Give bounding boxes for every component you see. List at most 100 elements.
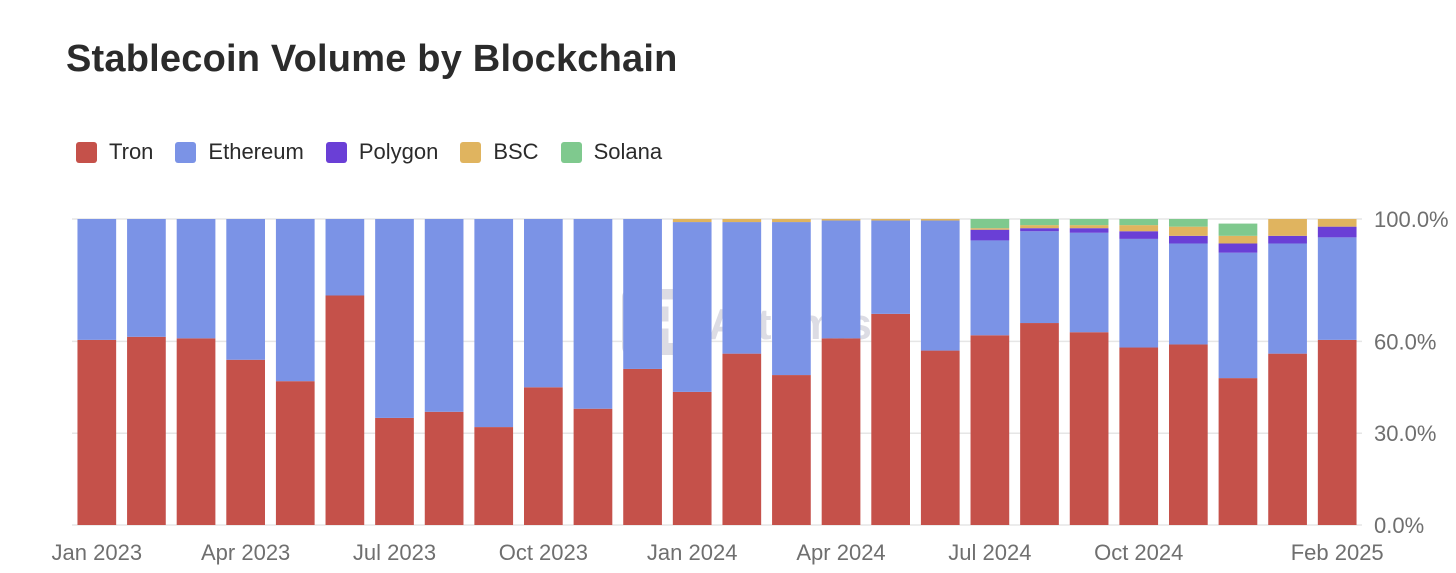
bar-tron-may-2023 [275, 381, 315, 525]
bar-bsc-dec-2024 [1218, 235, 1258, 244]
bar-tron-mar-2023 [176, 338, 216, 525]
legend-swatch-solana [560, 141, 582, 163]
bar-tron-apr-2024 [821, 338, 861, 525]
bar-ethereum-oct-2024 [1119, 238, 1159, 348]
legend-item-tron[interactable]: Tron [76, 139, 153, 165]
bar-ethereum-feb-2023 [127, 219, 166, 337]
bar-polygon-jul-2024 [970, 229, 1010, 241]
bar-tron-feb-2025 [1317, 339, 1357, 525]
bar-bsc-jan-2024 [672, 219, 712, 223]
bar-tron-jun-2023 [325, 295, 365, 525]
bar-ethereum-may-2023 [275, 219, 315, 382]
bar-ethereum-jun-2024 [920, 220, 960, 351]
bar-bsc-aug-2024 [1020, 225, 1059, 229]
bar-tron-aug-2023 [424, 411, 464, 525]
y-tick-label: 0.0% [1374, 513, 1424, 538]
bar-ethereum-sep-2024 [1069, 232, 1109, 333]
bar-bsc-may-2024 [871, 219, 910, 221]
legend-swatch-tron [76, 141, 97, 163]
bar-ethereum-feb-2025 [1317, 237, 1357, 340]
x-tick-label: Apr 2023 [201, 540, 290, 565]
legend-item-solana[interactable]: Solana [560, 139, 663, 165]
bar-ethereum-aug-2023 [424, 219, 464, 412]
bar-ethereum-feb-2024 [722, 222, 762, 354]
x-tick-label: Jul 2024 [948, 540, 1031, 565]
x-tick-label: Apr 2024 [796, 540, 885, 565]
x-tick-label: Jul 2023 [353, 540, 436, 565]
bar-ethereum-jan-2025 [1268, 243, 1307, 354]
bar-ethereum-oct-2023 [524, 219, 563, 388]
bar-bsc-oct-2024 [1119, 225, 1159, 232]
bar-ethereum-dec-2023 [623, 219, 662, 369]
bar-ethereum-mar-2023 [176, 219, 216, 339]
bar-ethereum-nov-2024 [1169, 243, 1208, 345]
bar-tron-jun-2024 [920, 350, 960, 525]
bar-polygon-oct-2024 [1119, 231, 1159, 239]
legend-label-solana: Solana [593, 139, 663, 164]
bar-ethereum-jul-2024 [970, 240, 1010, 336]
y-tick-label: 100.0% [1374, 207, 1449, 232]
bar-polygon-feb-2025 [1317, 226, 1357, 238]
bar-solana-oct-2024 [1119, 219, 1159, 226]
bar-tron-jul-2024 [970, 335, 1010, 525]
bar-tron-nov-2024 [1169, 344, 1208, 525]
bar-solana-nov-2024 [1169, 219, 1208, 227]
bar-tron-may-2024 [871, 313, 910, 525]
y-tick-label: 60.0% [1374, 329, 1436, 354]
bar-polygon-dec-2024 [1218, 243, 1258, 253]
bar-tron-jul-2023 [375, 417, 414, 525]
bar-tron-jan-2023 [77, 339, 117, 525]
bar-tron-jan-2025 [1268, 353, 1307, 525]
legend-label-polygon: Polygon [358, 139, 439, 164]
bar-bsc-feb-2025 [1317, 219, 1357, 227]
bar-ethereum-apr-2023 [226, 219, 265, 360]
bar-ethereum-nov-2023 [573, 219, 613, 409]
bar-ethereum-jan-2024 [672, 222, 712, 392]
bar-ethereum-aug-2024 [1020, 231, 1059, 324]
bar-bsc-jun-2024 [920, 219, 960, 221]
bar-ethereum-jan-2023 [77, 219, 117, 340]
bar-ethereum-dec-2024 [1218, 252, 1258, 379]
legend-item-ethereum[interactable]: Ethereum [175, 139, 304, 165]
bar-tron-oct-2023 [524, 387, 563, 525]
bar-bsc-nov-2024 [1169, 226, 1208, 236]
bar-polygon-sep-2024 [1069, 228, 1109, 233]
bar-tron-feb-2024 [722, 353, 762, 525]
legend-label-bsc: BSC [493, 139, 539, 164]
bar-polygon-aug-2024 [1020, 228, 1059, 232]
legend-label-ethereum: Ethereum [208, 139, 304, 164]
legend-item-polygon[interactable]: Polygon [325, 139, 439, 165]
bar-bsc-feb-2024 [722, 219, 762, 223]
bar-ethereum-jun-2023 [325, 219, 365, 296]
bar-tron-feb-2023 [127, 336, 166, 525]
bar-tron-dec-2024 [1218, 378, 1258, 525]
bar-tron-oct-2024 [1119, 347, 1159, 525]
chart-title: Stablecoin Volume by Blockchain [66, 38, 678, 80]
y-tick-label: 30.0% [1374, 421, 1436, 446]
bar-tron-nov-2023 [573, 408, 613, 525]
bar-solana-dec-2024 [1218, 223, 1258, 236]
bar-tron-aug-2024 [1020, 323, 1059, 525]
bar-polygon-jan-2025 [1268, 235, 1307, 244]
x-tick-label: Jan 2023 [52, 540, 143, 565]
bar-bsc-sep-2024 [1069, 225, 1109, 229]
x-tick-label: Jan 2024 [647, 540, 738, 565]
bar-tron-dec-2023 [623, 368, 662, 525]
bar-tron-apr-2023 [226, 359, 265, 525]
bar-ethereum-apr-2024 [821, 220, 861, 339]
legend-item-bsc[interactable]: BSC [460, 139, 539, 165]
bar-bsc-mar-2024 [772, 219, 811, 223]
legend-swatch-ethereum [175, 141, 197, 163]
x-tick-label: Feb 2025 [1291, 540, 1384, 565]
bar-ethereum-sep-2023 [474, 219, 514, 428]
legend-swatch-bsc [460, 141, 482, 163]
x-tick-label: Oct 2024 [1094, 540, 1183, 565]
x-tick-label: Oct 2023 [499, 540, 588, 565]
bar-polygon-nov-2024 [1169, 235, 1208, 244]
bar-ethereum-jul-2023 [375, 219, 414, 418]
bar-solana-aug-2024 [1020, 219, 1059, 226]
legend-swatch-polygon [325, 141, 347, 163]
bar-tron-mar-2024 [772, 375, 811, 525]
bar-tron-sep-2024 [1069, 332, 1109, 525]
